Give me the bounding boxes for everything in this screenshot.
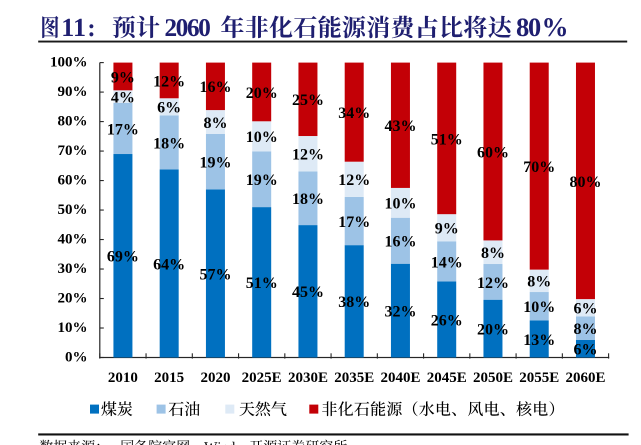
svg-text:2020: 2020 (200, 370, 230, 386)
svg-text:80%: 80% (58, 114, 88, 130)
svg-text:90%: 90% (58, 84, 88, 100)
svg-text:2045E: 2045E (427, 370, 467, 386)
svg-text:10%: 10% (58, 320, 88, 336)
svg-text:70%: 70% (523, 159, 555, 176)
svg-text:20%: 20% (477, 322, 509, 339)
svg-text:57%: 57% (199, 266, 231, 283)
svg-text:2025E: 2025E (242, 370, 282, 386)
svg-text:6%: 6% (573, 342, 597, 359)
svg-text:100%: 100% (50, 55, 88, 71)
svg-text:60%: 60% (58, 173, 88, 189)
svg-text:2050E: 2050E (473, 370, 513, 386)
svg-text:8%: 8% (527, 274, 551, 291)
svg-text:4%: 4% (111, 90, 135, 107)
svg-text:80%: 80% (569, 174, 601, 191)
svg-text:17%: 17% (338, 214, 370, 231)
svg-text:43%: 43% (384, 118, 416, 135)
svg-text:19%: 19% (199, 155, 231, 172)
svg-text:2035E: 2035E (334, 370, 374, 386)
svg-text:69%: 69% (107, 249, 139, 266)
svg-text:17%: 17% (107, 121, 139, 138)
svg-text:18%: 18% (292, 191, 324, 208)
svg-text:0%: 0% (65, 350, 88, 366)
svg-text:9%: 9% (435, 221, 459, 238)
svg-text:10%: 10% (523, 299, 555, 316)
svg-text:2040E: 2040E (380, 370, 420, 386)
svg-text:38%: 38% (338, 294, 370, 311)
svg-text:32%: 32% (384, 304, 416, 321)
svg-text:2030E: 2030E (288, 370, 328, 386)
svg-text:20%: 20% (246, 85, 278, 102)
svg-text:70%: 70% (58, 143, 88, 159)
svg-text:25%: 25% (292, 92, 324, 109)
svg-text:10%: 10% (246, 129, 278, 146)
svg-text:12%: 12% (477, 275, 509, 292)
svg-text:34%: 34% (338, 105, 370, 122)
svg-text:2015: 2015 (154, 370, 184, 386)
svg-text:51%: 51% (431, 131, 463, 148)
svg-text:8%: 8% (203, 115, 227, 132)
svg-text:12%: 12% (153, 73, 185, 90)
svg-text:40%: 40% (58, 232, 88, 248)
svg-text:50%: 50% (58, 202, 88, 218)
svg-text:64%: 64% (153, 256, 185, 273)
svg-text:19%: 19% (246, 172, 278, 189)
svg-text:2010: 2010 (108, 370, 138, 386)
svg-text:18%: 18% (153, 135, 185, 152)
svg-text:2055E: 2055E (519, 370, 559, 386)
svg-text:13%: 13% (523, 332, 555, 349)
svg-text:6%: 6% (573, 301, 597, 318)
svg-text:2060E: 2060E (565, 370, 605, 386)
svg-text:16%: 16% (199, 79, 231, 96)
svg-text:60%: 60% (477, 144, 509, 161)
svg-text:6%: 6% (157, 100, 181, 117)
svg-text:26%: 26% (431, 312, 463, 329)
svg-text:9%: 9% (111, 69, 135, 86)
svg-text:10%: 10% (384, 196, 416, 213)
svg-text:45%: 45% (292, 284, 324, 301)
svg-text:51%: 51% (246, 275, 278, 292)
svg-text:12%: 12% (338, 172, 370, 189)
svg-text:14%: 14% (431, 254, 463, 271)
svg-text:20%: 20% (58, 291, 88, 307)
svg-text:30%: 30% (58, 261, 88, 277)
svg-text:16%: 16% (384, 234, 416, 251)
svg-text:12%: 12% (292, 147, 324, 164)
svg-text:8%: 8% (573, 321, 597, 338)
svg-text:8%: 8% (481, 245, 505, 262)
